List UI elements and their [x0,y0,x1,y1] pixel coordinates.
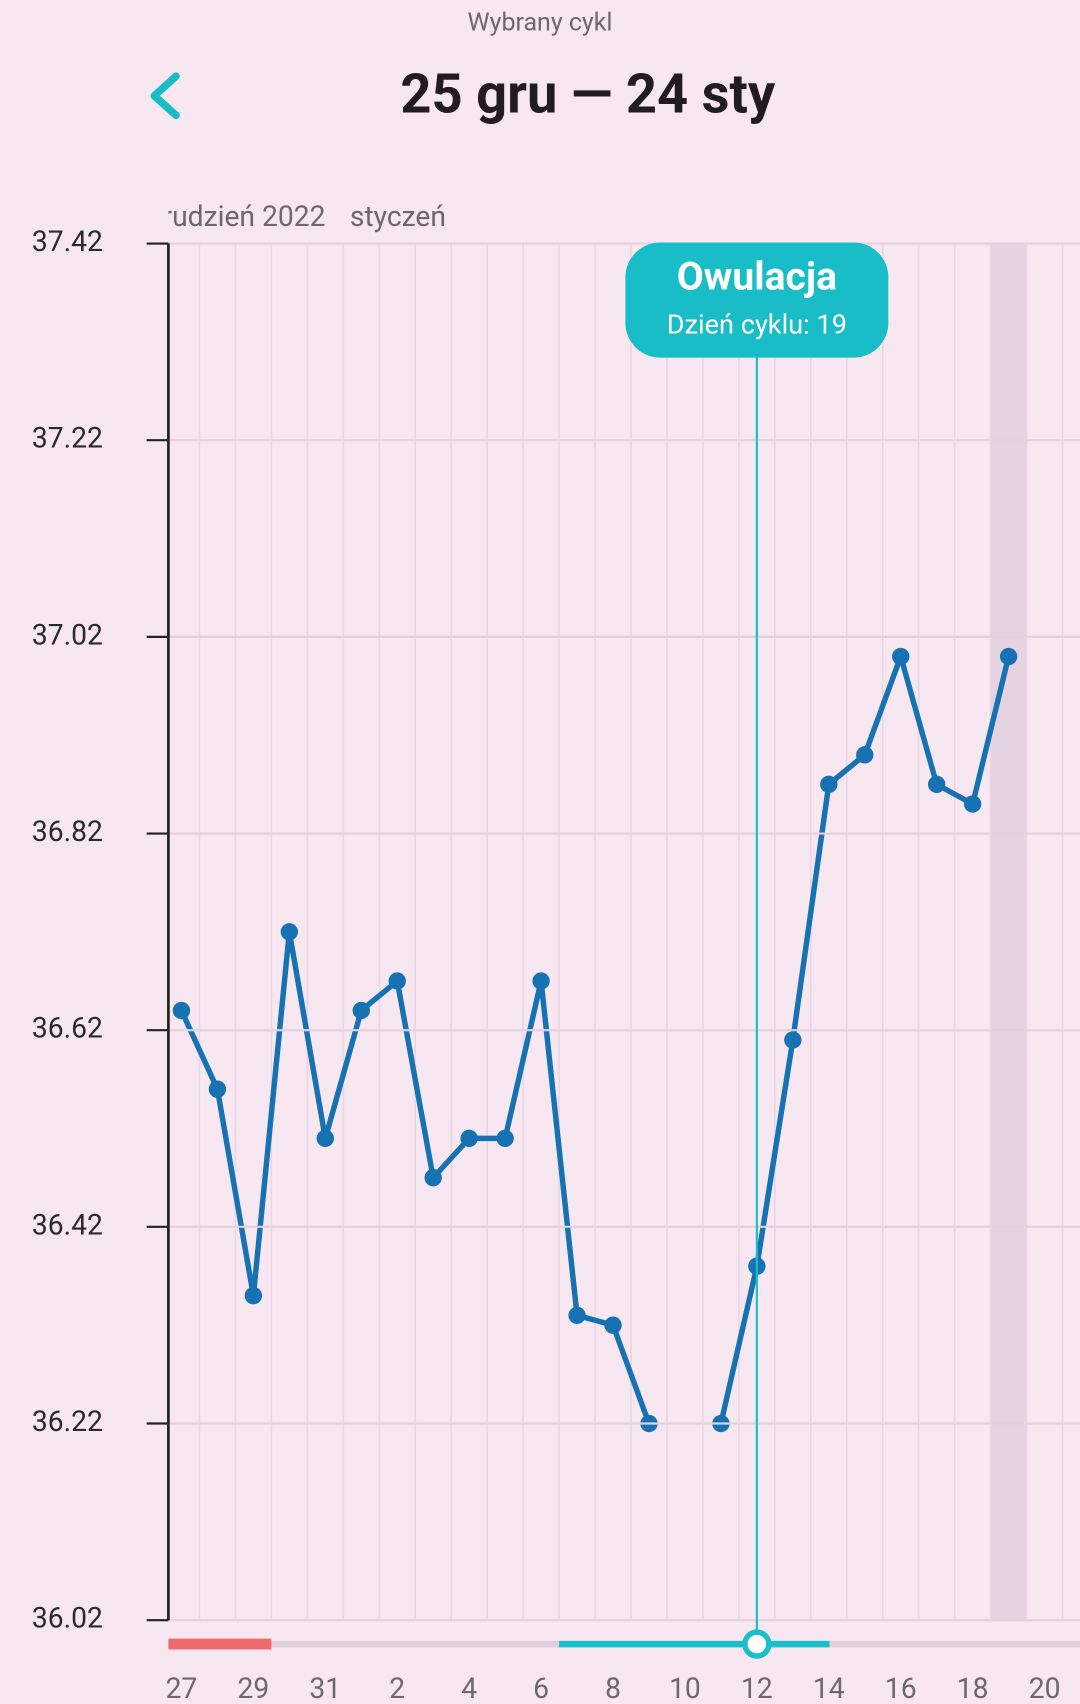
data-point [927,775,946,794]
x-tick-label: 4 [461,1672,477,1704]
data-point [604,1316,622,1334]
x-tick-label: 27 [166,1672,198,1704]
y-tick-label: 36.62 [32,1012,103,1045]
data-point [892,647,910,666]
series-line [178,929,652,1425]
y-tick-label: 36.82 [32,815,103,848]
plot-area: grudzień 2022 [147,200,1064,1621]
ovulation-badge [625,242,889,358]
y-tick-label: 37.22 [32,422,103,455]
y-tick-label: 36.02 [32,1602,103,1635]
data-point [820,775,838,794]
y-tick-label: 37.42 [32,225,103,258]
data-point [352,1001,370,1020]
data-point [280,923,299,941]
data-point [244,1286,263,1305]
header-subtitle: Wybrany cykl [468,9,613,38]
data-point [208,1080,227,1098]
today-column [990,243,1027,1621]
x-tick-label: 16 [885,1672,917,1704]
data-point [172,1001,191,1020]
month-label: styczeń [350,200,446,233]
ovulation-marker [742,1629,772,1659]
x-tick-label: 20 [1029,1672,1061,1704]
x-tick-label: 31 [309,1672,341,1704]
data-point [388,972,406,990]
data-point [316,1129,334,1148]
x-tick-label: 2 [389,1672,405,1704]
data-point [856,746,874,764]
x-tick-label: 8 [605,1672,621,1704]
data-point [424,1168,442,1187]
data-point [568,1306,586,1325]
data-point [784,1031,802,1049]
month-label: grudzień 2022 [147,200,326,233]
data-point [999,647,1018,666]
data-point [963,795,982,813]
x-tick-label: 14 [813,1672,845,1704]
x-tick-label: 18 [957,1672,989,1704]
data-point [460,1129,478,1148]
chart: grudzień 2022 36.02 36.22 36.42 36.62 36.82 37… [32,200,1080,1704]
ovulation-title: Owulacja [677,254,837,300]
header-title: 25 gru — 24 sty [400,63,776,126]
back-button[interactable] [150,72,180,120]
ovulation-subtitle: Dzień cyklu: 19 [667,308,847,340]
x-tick-label: 10 [669,1672,701,1704]
y-tick-label: 36.22 [32,1405,103,1438]
x-tick-label: 29 [238,1672,270,1704]
data-point [496,1129,514,1148]
x-tick-label: 6 [533,1672,549,1704]
y-tick-label: 37.02 [32,618,103,651]
y-tick-label: 36.42 [32,1208,103,1241]
data-point [532,972,550,990]
x-tick-label: 12 [741,1672,773,1704]
